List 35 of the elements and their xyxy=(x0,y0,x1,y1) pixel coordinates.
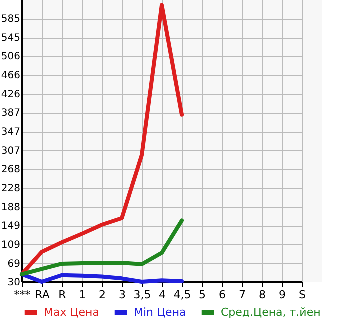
x-tick-label: *** xyxy=(14,288,32,302)
y-tick-label: 228 xyxy=(1,184,20,194)
x-tick-label: 3,5 xyxy=(134,288,152,302)
x-tick-label: 6 xyxy=(219,288,226,302)
y-tick-label: 506 xyxy=(1,52,20,63)
x-tick-label: 3 xyxy=(119,288,126,302)
y-tick-label: 466 xyxy=(1,70,20,82)
x-tick-label: S xyxy=(299,288,306,302)
x-tick-label: R xyxy=(58,288,67,302)
y-tick-label: 426 xyxy=(1,90,20,100)
legend-label: Min Цена xyxy=(134,306,186,319)
y-tick-label: 268 xyxy=(1,164,20,176)
x-tick-label: 8 xyxy=(259,288,266,302)
y-tick-label: 347 xyxy=(1,127,20,138)
x-tick-label: 4,5 xyxy=(174,288,192,302)
x-tick-label: 9 xyxy=(279,288,286,302)
line-series xyxy=(20,218,184,276)
y-tick-label: 188 xyxy=(1,202,20,214)
y-tick-label: 387 xyxy=(1,108,20,120)
y-tick-label: 109 xyxy=(1,240,20,251)
legend-label: Сред.Цена, т.йен xyxy=(221,306,321,319)
y-tick-label: 149 xyxy=(1,221,20,232)
y-tick-label: 585 xyxy=(1,14,20,26)
line-series xyxy=(20,272,184,284)
x-tick-label: 5 xyxy=(199,288,206,302)
y-tick-label: 69 xyxy=(8,258,20,270)
x-tick-label: 2 xyxy=(99,288,106,302)
legend-label: Max Цена xyxy=(44,306,100,319)
x-tick-label: 7 xyxy=(239,288,246,302)
x-tick-label: 4 xyxy=(159,288,166,302)
y-tick-label: 30 xyxy=(8,278,20,288)
x-tick-label: RA xyxy=(35,288,50,302)
y-tick-label: 307 xyxy=(1,146,20,157)
x-tick-label: 1 xyxy=(79,288,86,302)
y-tick-label: 545 xyxy=(1,33,20,44)
